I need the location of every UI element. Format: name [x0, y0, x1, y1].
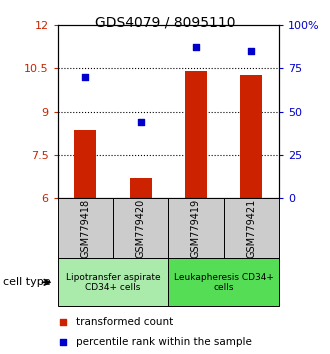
Point — [60, 339, 66, 344]
Bar — [74, 130, 96, 198]
Text: percentile rank within the sample: percentile rank within the sample — [76, 337, 252, 347]
Bar — [223, 198, 279, 258]
Bar — [168, 198, 224, 258]
Bar — [113, 198, 168, 258]
Text: transformed count: transformed count — [76, 316, 174, 327]
Bar — [240, 75, 262, 198]
Text: GSM779418: GSM779418 — [81, 199, 90, 258]
Point — [83, 74, 88, 80]
Bar — [185, 71, 207, 198]
Point — [248, 48, 254, 54]
Text: GSM779420: GSM779420 — [136, 199, 146, 258]
Point — [60, 319, 66, 325]
Text: GDS4079 / 8095110: GDS4079 / 8095110 — [95, 16, 235, 30]
Bar — [168, 258, 279, 306]
Text: GSM779419: GSM779419 — [191, 199, 201, 258]
Point — [193, 45, 199, 50]
Text: cell type: cell type — [3, 277, 51, 287]
Text: GSM779421: GSM779421 — [246, 199, 256, 258]
Text: Leukapheresis CD34+
cells: Leukapheresis CD34+ cells — [174, 273, 274, 292]
Bar — [130, 178, 152, 198]
Point — [138, 119, 143, 125]
Bar — [58, 258, 168, 306]
Text: Lipotransfer aspirate
CD34+ cells: Lipotransfer aspirate CD34+ cells — [66, 273, 160, 292]
Bar — [58, 198, 113, 258]
